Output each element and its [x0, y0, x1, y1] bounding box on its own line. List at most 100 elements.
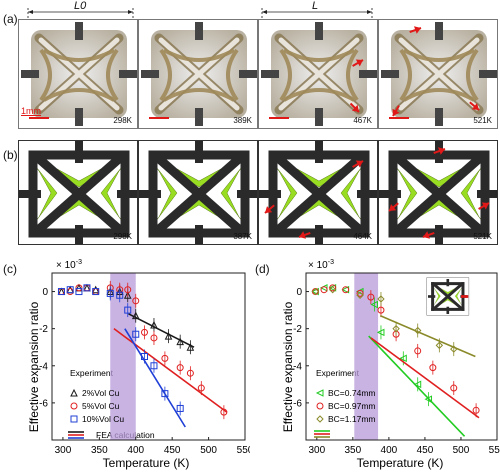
- data-point: [329, 284, 337, 292]
- fea-model-image: [259, 141, 378, 245]
- fea-temp-2: 387K: [233, 232, 252, 241]
- data-point: [220, 408, 228, 416]
- y-tick-label: -4: [293, 361, 302, 372]
- data-point: [116, 291, 124, 299]
- data-point: [450, 384, 458, 392]
- x-tick-label: 500: [453, 445, 470, 456]
- data-point: [140, 353, 148, 360]
- chart-d: Effective expansion ratio Temperature (K…: [281, 259, 500, 470]
- data-point: [342, 286, 350, 294]
- chart-d-multiplier: × 10-3: [308, 259, 334, 271]
- l0-label: L0: [74, 0, 87, 12]
- data-point: [376, 328, 385, 337]
- legend-label: 2%Vol Cu: [82, 388, 120, 398]
- data-point: [75, 284, 83, 292]
- fea-tile-1: 298K: [18, 140, 138, 245]
- data-point: [106, 289, 114, 297]
- data-point: [377, 306, 385, 314]
- data-point: [399, 354, 407, 363]
- y-tick-label: 0: [42, 287, 48, 298]
- legend-marker: [316, 402, 324, 410]
- data-point: [91, 285, 100, 294]
- x-tick-label: 450: [164, 445, 181, 456]
- photo-tile-1: 1mm 298K: [18, 19, 138, 129]
- fea-tile-2: 387K: [138, 140, 258, 245]
- legend-label: 5%Vol Cu: [82, 401, 120, 411]
- data-point: [75, 288, 83, 296]
- legend-label: BC=1.17mm: [328, 414, 375, 424]
- data-point: [377, 295, 385, 303]
- plot-frame: [51, 272, 246, 441]
- panel-label-c: (c): [3, 262, 17, 276]
- data-point: [186, 343, 195, 351]
- data-point: [83, 284, 91, 292]
- data-point: [132, 297, 140, 305]
- data-point: [311, 287, 320, 296]
- photo-temp-2: 389K: [233, 116, 252, 125]
- x-tick-label: 350: [91, 445, 108, 456]
- fea-temp-4: 521K: [473, 232, 492, 241]
- data-point: [92, 288, 100, 296]
- data-point: [450, 345, 458, 353]
- panel-label-d: (d): [255, 262, 270, 276]
- panel-label-a: (a): [3, 12, 18, 26]
- data-point: [131, 311, 140, 320]
- data-point: [164, 331, 173, 340]
- x-tick-label: 400: [127, 445, 144, 456]
- data-point: [328, 285, 337, 294]
- data-point: [176, 404, 184, 412]
- y-tick-label: -6: [293, 398, 302, 409]
- x-tick-label: 550: [237, 445, 250, 456]
- fea-tile-3: 464K: [258, 140, 378, 245]
- legend-marker: [316, 415, 324, 423]
- data-point: [197, 384, 205, 392]
- sample-photo-image: [379, 20, 498, 129]
- data-point: [186, 369, 194, 377]
- data-point: [435, 341, 444, 350]
- sample-photo-image: [259, 20, 378, 129]
- plot-frame: [305, 272, 498, 441]
- fea-temp-1: 298K: [113, 232, 132, 241]
- data-point: [370, 300, 378, 309]
- fit-line: [124, 328, 186, 428]
- fea-model-image: [19, 141, 138, 245]
- data-point: [392, 324, 400, 333]
- photo-tile-3: 467K: [258, 19, 378, 129]
- scale-bar: [29, 117, 49, 119]
- fea-tile-4: 521K: [378, 140, 498, 245]
- x-tick-label: 300: [308, 445, 325, 456]
- chart-d-xlabel: Temperature (K): [357, 456, 444, 470]
- data-point: [132, 330, 140, 338]
- fit-line: [370, 337, 480, 419]
- y-tick-label: -6: [39, 398, 48, 409]
- legend-marker: [315, 389, 324, 397]
- data-point: [176, 364, 184, 372]
- scale-bar: [389, 117, 409, 119]
- scale-bar-label: 1mm: [21, 106, 41, 116]
- data-point: [320, 286, 328, 294]
- chart-d-ylabel: Effective expansion ratio: [281, 301, 295, 432]
- photo-temp-4: 521K: [473, 116, 492, 125]
- data-point: [124, 306, 132, 314]
- data-point: [57, 288, 65, 296]
- legend-marker: [70, 402, 78, 410]
- data-point: [140, 328, 148, 336]
- l-label: L: [312, 0, 319, 12]
- data-point: [414, 347, 422, 355]
- length-dimension-markers: [27, 8, 373, 20]
- chart-c-multiplier: × 10-3: [56, 259, 82, 271]
- legend-label: BC=0.74mm: [328, 388, 375, 398]
- x-tick-label: 400: [381, 445, 398, 456]
- chart-d-legend-title: Experiment: [316, 368, 360, 378]
- data-point: [424, 395, 433, 403]
- data-point: [429, 364, 437, 372]
- legend-marker: [70, 388, 78, 397]
- photo-tile-4: 521K: [378, 19, 498, 129]
- legend-label: 10%Vol Cu: [82, 414, 124, 424]
- photo-temp-1: 298K: [113, 116, 132, 125]
- data-point: [413, 380, 422, 389]
- fit-line: [368, 335, 466, 437]
- photo-tile-2: 389K: [138, 19, 258, 129]
- data-point: [123, 291, 132, 299]
- data-point: [367, 293, 375, 301]
